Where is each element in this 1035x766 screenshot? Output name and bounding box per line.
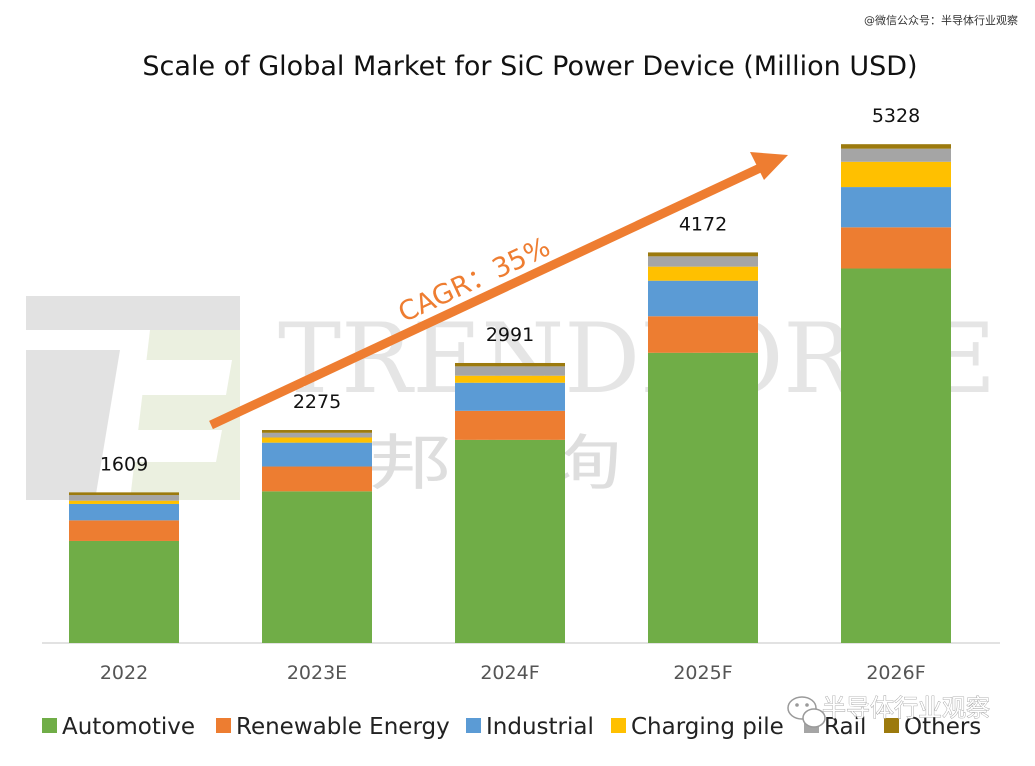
bar-2026f-industrial <box>841 187 951 228</box>
account-watermark: 半导体行业观察 <box>787 694 990 728</box>
cagr-arrow <box>209 152 788 430</box>
bar-2025f-industrial <box>648 280 758 317</box>
bar-2022-others <box>69 492 179 496</box>
legend-swatch-renewable-energy <box>216 718 231 733</box>
legend-item-automotive: Automotive <box>42 714 195 740</box>
account-name: 半导体行业观察 <box>822 694 990 722</box>
cagr-arrow-shaft <box>209 163 762 430</box>
total-label-2022: 1609 <box>100 453 148 475</box>
total-label-2023e: 2275 <box>293 391 341 413</box>
bar-2023e-renewable-energy <box>262 466 372 492</box>
bar-2026f-charging-pile <box>841 161 951 188</box>
bar-2025f-rail <box>648 256 758 267</box>
bar-2023e-automotive <box>262 491 372 643</box>
bar-2026f-rail <box>841 148 951 162</box>
x-tick-2023e: 2023E <box>287 662 347 684</box>
legend-item-industrial: Industrial <box>466 714 594 740</box>
x-tick-2025f: 2025F <box>673 662 732 684</box>
bar-2024f-automotive <box>455 439 565 643</box>
legend-label-charging-pile: Charging pile <box>631 714 784 740</box>
total-label-2026f: 5328 <box>872 105 920 127</box>
credit-text: @微信公众号：半导体行业观察 <box>864 13 1018 27</box>
legend-item-charging-pile: Charging pile <box>611 714 784 740</box>
bar-2024f-industrial <box>455 382 565 411</box>
bar-2024f-renewable-energy <box>455 410 565 440</box>
bar-2026f-others <box>841 144 951 149</box>
chart-title: Scale of Global Market for SiC Power Dev… <box>142 51 917 82</box>
total-label-2024f: 2991 <box>486 324 534 346</box>
legend-swatch-industrial <box>466 718 481 733</box>
bar-2025f-renewable-energy <box>648 316 758 353</box>
legend-swatch-others <box>884 718 899 733</box>
legend-label-industrial: Industrial <box>486 714 594 740</box>
total-label-2025f: 4172 <box>679 213 727 235</box>
bar-2022-industrial <box>69 503 179 521</box>
legend-label-rail: Rail <box>824 714 866 740</box>
legend-item-renewable-energy: Renewable Energy <box>216 714 450 740</box>
legend-swatch-charging-pile <box>611 718 626 733</box>
bar-2022-renewable-energy <box>69 520 179 541</box>
legend-item-others: Others <box>884 714 981 740</box>
total-labels: 1609 2275 2991 4172 5328 <box>100 105 920 475</box>
bar-2024f-others <box>455 362 565 367</box>
trendforce-logo <box>26 296 240 500</box>
x-tick-labels: 2022 2023E 2024F 2025F 2026F <box>100 662 926 684</box>
legend-label-others: Others <box>904 714 981 740</box>
bar-2022-automotive <box>69 540 179 643</box>
bar-2025f-charging-pile <box>648 266 758 281</box>
x-tick-2026f: 2026F <box>866 662 925 684</box>
bar-2026f-automotive <box>841 268 951 643</box>
bar-2024f-charging-pile <box>455 375 565 383</box>
bar-2023e-industrial <box>262 442 372 467</box>
wechat-icon <box>787 696 826 728</box>
bar-2023e-charging-pile <box>262 437 372 443</box>
bar-2023e-others <box>262 430 372 433</box>
bar-2025f-automotive <box>648 352 758 643</box>
bars <box>69 144 951 643</box>
bar-2022-charging-pile <box>69 500 179 504</box>
legend-label-automotive: Automotive <box>62 714 195 740</box>
legend-label-renewable-energy: Renewable Energy <box>236 714 450 740</box>
legend-swatch-automotive <box>42 718 57 733</box>
cagr-arrow-head <box>750 152 788 180</box>
bar-2023e-rail <box>262 432 372 438</box>
legend: Automotive Renewable Energy Industrial Char… <box>42 714 981 740</box>
bar-2025f-others <box>648 252 758 257</box>
bar-2024f-rail <box>455 366 565 376</box>
x-tick-2022: 2022 <box>100 662 148 684</box>
bar-2022-rail <box>69 495 179 501</box>
x-tick-2024f: 2024F <box>480 662 539 684</box>
bar-2026f-renewable-energy <box>841 227 951 269</box>
